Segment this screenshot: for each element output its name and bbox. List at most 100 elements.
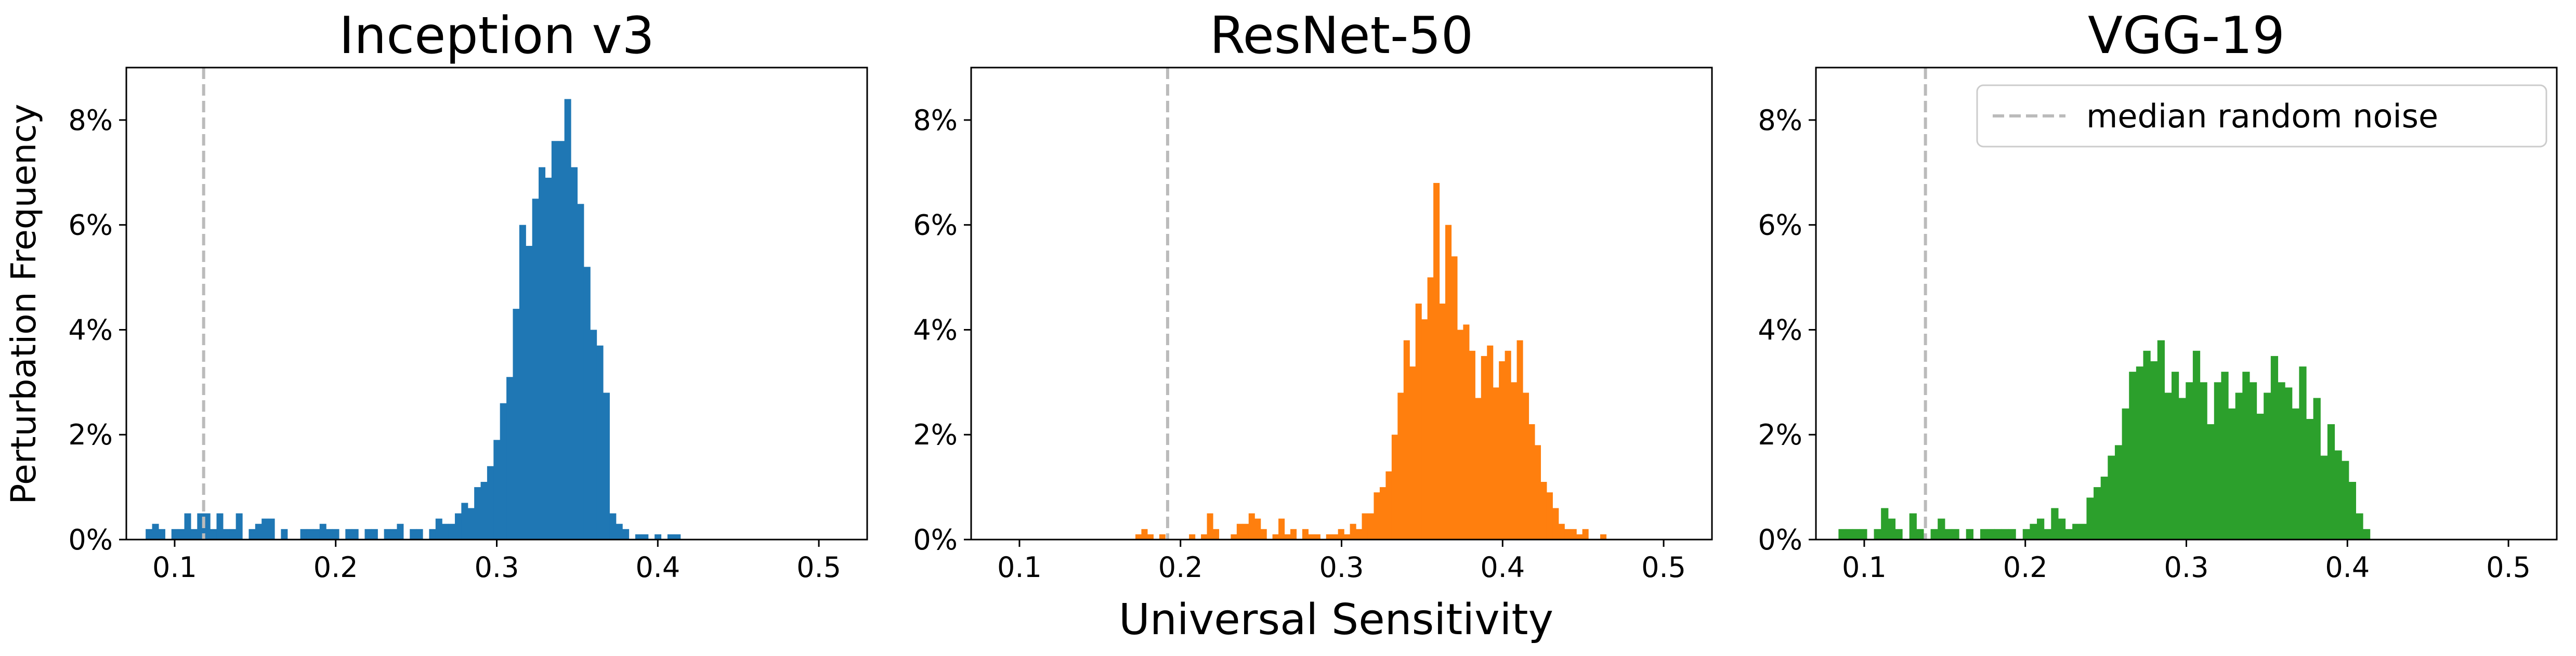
histogram-bar bbox=[1846, 529, 1853, 540]
histogram-bar bbox=[642, 534, 649, 540]
histogram-bar bbox=[345, 529, 352, 540]
histogram-bar bbox=[2192, 350, 2201, 540]
histogram-bar bbox=[551, 141, 558, 540]
y-tick-label: 8% bbox=[913, 104, 958, 137]
histogram-bar bbox=[1201, 534, 1208, 540]
histogram-bar bbox=[1308, 534, 1315, 540]
y-axis-label: Perturbation Frequency bbox=[4, 104, 44, 505]
histogram-bar bbox=[2114, 445, 2123, 540]
legend: median random noise bbox=[1976, 84, 2547, 148]
histogram-bar bbox=[564, 99, 571, 540]
histogram-bar bbox=[326, 529, 333, 540]
histogram-bar bbox=[1231, 534, 1237, 540]
histogram-bar bbox=[519, 225, 526, 540]
legend-label: median random noise bbox=[2086, 97, 2438, 135]
histogram-bar bbox=[526, 246, 533, 540]
histogram-bar bbox=[216, 513, 224, 540]
histogram-bar bbox=[1558, 523, 1565, 540]
histogram-bar bbox=[500, 403, 507, 540]
histogram-bar bbox=[2136, 366, 2144, 540]
histogram-bar bbox=[2363, 529, 2371, 540]
histogram-bar bbox=[319, 523, 326, 540]
histogram-bar bbox=[2228, 408, 2236, 540]
histogram-bar bbox=[1475, 398, 1482, 540]
histogram-bar bbox=[1528, 424, 1535, 540]
histogram-bar bbox=[146, 529, 153, 540]
histogram-bar bbox=[2008, 529, 2016, 540]
histogram-bar bbox=[1135, 534, 1142, 540]
histogram-bar bbox=[1564, 529, 1571, 540]
histogram-bar bbox=[480, 482, 488, 540]
histogram-bar bbox=[1415, 304, 1422, 540]
histogram-bar bbox=[2157, 340, 2165, 540]
histogram-bar bbox=[1582, 529, 1589, 540]
histogram-bar bbox=[532, 199, 539, 540]
histogram-bar bbox=[2200, 382, 2207, 540]
panel-title: VGG-19 bbox=[2088, 6, 2285, 65]
histogram-bar bbox=[2242, 372, 2250, 540]
x-tick-label: 0.3 bbox=[475, 551, 519, 584]
histogram-bar bbox=[545, 177, 552, 540]
histogram-bar bbox=[1874, 529, 1881, 540]
histogram-bar bbox=[152, 523, 159, 540]
x-tick-label: 0.1 bbox=[997, 551, 1042, 584]
histogram-bar bbox=[2001, 529, 2009, 540]
histogram-bar bbox=[577, 204, 584, 540]
histogram-bar bbox=[178, 529, 185, 540]
x-axis-label: Universal Sensitivity bbox=[1119, 595, 1553, 645]
histogram-bar bbox=[513, 309, 520, 540]
histogram-bar bbox=[1916, 529, 1924, 540]
panel-title: ResNet-50 bbox=[1210, 6, 1473, 65]
histogram-bar bbox=[609, 513, 617, 540]
panel-1: 0.1 0.2 0.3 0.4 0.5 0% 2% 4% 6% 8% Inception v3 bbox=[68, 6, 868, 584]
histogram-bar bbox=[313, 529, 320, 540]
histogram-bar bbox=[454, 513, 462, 540]
histogram-bar bbox=[268, 518, 275, 540]
x-tick-label: 0.3 bbox=[2164, 551, 2209, 584]
histogram-bar bbox=[1523, 392, 1529, 540]
histogram-bar bbox=[158, 529, 165, 540]
histogram-bar bbox=[1576, 534, 1583, 540]
histogram-bar bbox=[1427, 277, 1434, 540]
histogram-bar bbox=[229, 529, 237, 540]
histogram-bar bbox=[1881, 508, 1889, 540]
histogram-bar bbox=[1385, 471, 1392, 540]
histogram-bar bbox=[255, 523, 262, 540]
histogram-bar bbox=[1909, 513, 1917, 540]
histogram-bar bbox=[2320, 455, 2328, 540]
histogram-bar bbox=[2164, 392, 2172, 540]
histogram-bar bbox=[667, 534, 674, 540]
histogram-bar bbox=[2065, 529, 2073, 540]
histogram-bar bbox=[571, 167, 578, 540]
histogram-bar bbox=[635, 534, 642, 540]
histogram-bar bbox=[2221, 372, 2229, 540]
histogram-bar bbox=[2079, 523, 2087, 540]
histogram-bar bbox=[1439, 304, 1446, 540]
histogram-bar bbox=[1505, 350, 1511, 540]
histogram-bar bbox=[416, 529, 423, 540]
histogram-bar bbox=[1260, 529, 1267, 540]
histogram-bar bbox=[493, 440, 501, 540]
histogram-bar bbox=[236, 513, 243, 540]
x-tick-label: 0.3 bbox=[1319, 551, 1364, 584]
histogram-bar bbox=[2327, 424, 2335, 540]
histogram-bar bbox=[1302, 529, 1309, 540]
x-tick-label: 0.5 bbox=[1641, 551, 1686, 584]
histogram-bar bbox=[410, 529, 417, 540]
y-tick-label: 8% bbox=[68, 104, 113, 137]
histogram-bar bbox=[622, 529, 630, 540]
histogram-bar bbox=[1888, 518, 1896, 540]
histogram-bar bbox=[1332, 534, 1339, 540]
y-tick-label: 2% bbox=[1758, 418, 1802, 451]
histogram-bar bbox=[2292, 408, 2299, 540]
histogram-bar bbox=[590, 330, 597, 540]
histogram-bar bbox=[2108, 455, 2115, 540]
panel-3: 0.1 0.2 0.3 0.4 0.5 0% 2% 4% 6% 8% VGG-19 median ra… bbox=[1758, 6, 2558, 584]
histogram-bar bbox=[281, 529, 288, 540]
y-tick-label: 6% bbox=[68, 209, 113, 242]
histogram-bar bbox=[2044, 529, 2051, 540]
histogram-bar bbox=[2256, 413, 2264, 540]
histogram-bar bbox=[1207, 513, 1213, 540]
histogram-bar bbox=[2178, 398, 2186, 540]
histogram-bar bbox=[435, 518, 442, 540]
